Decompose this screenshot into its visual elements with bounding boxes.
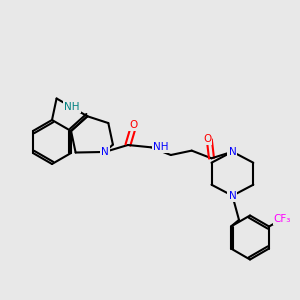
Text: O: O — [130, 120, 138, 130]
Text: CF₃: CF₃ — [274, 214, 291, 224]
Text: N: N — [229, 147, 236, 157]
Text: O: O — [203, 134, 212, 144]
Text: N: N — [229, 191, 236, 201]
Text: NH: NH — [153, 142, 169, 152]
Text: NH: NH — [64, 102, 80, 112]
Text: N: N — [101, 147, 109, 157]
